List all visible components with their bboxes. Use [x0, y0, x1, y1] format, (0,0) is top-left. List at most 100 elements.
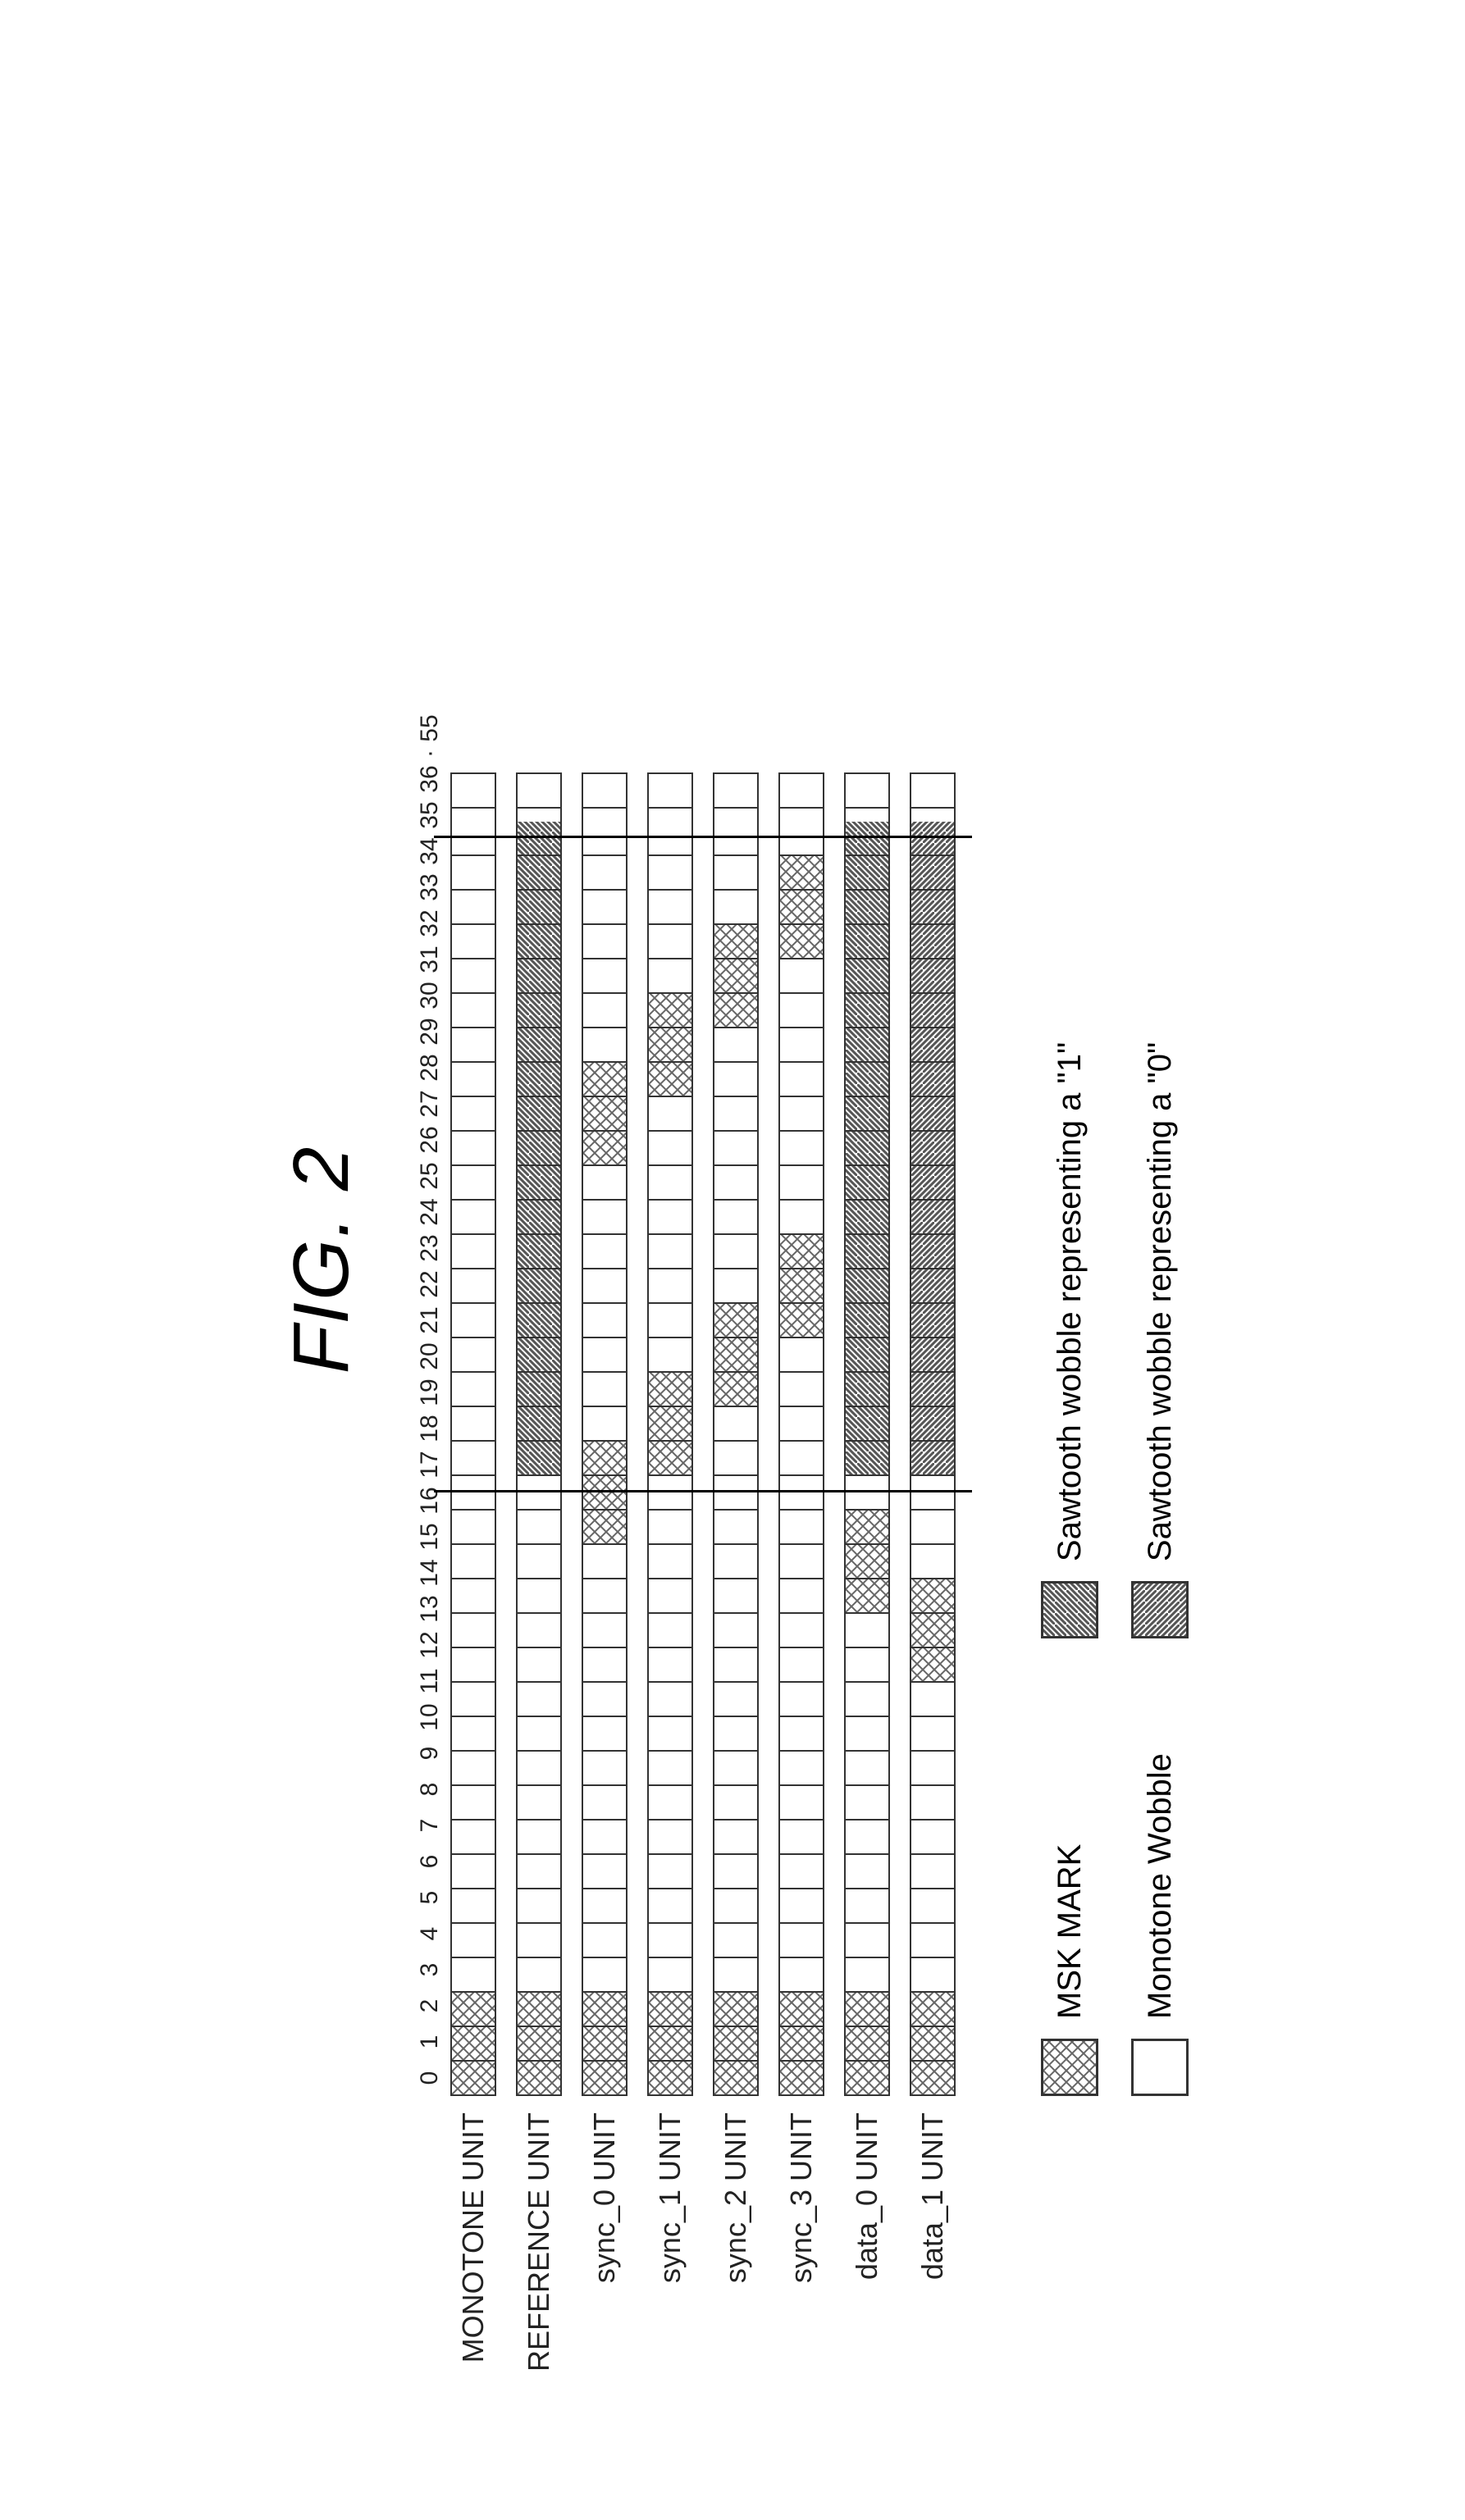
cell	[778, 1957, 824, 1993]
cell	[516, 1130, 562, 1166]
cell	[582, 807, 628, 822]
cell	[844, 1888, 890, 1924]
cell	[713, 889, 759, 925]
rows-container: MONOTONE UNITREFERENCE UNITsync_0 UNITsy…	[450, 144, 975, 2375]
cell	[450, 2026, 496, 2062]
cell	[516, 1750, 562, 1786]
cell	[910, 1164, 956, 1201]
cell	[713, 958, 759, 994]
cell	[844, 1957, 890, 1993]
cell	[450, 1784, 496, 1821]
column-header: 5	[416, 1880, 444, 1916]
cell	[713, 1716, 759, 1752]
row-cells	[713, 774, 759, 2096]
cell	[450, 1888, 496, 1924]
cell	[582, 1199, 628, 1235]
cell	[647, 1268, 693, 1304]
cell	[450, 1612, 496, 1648]
cell	[647, 1853, 693, 1889]
cell	[582, 1130, 628, 1166]
row-cells	[516, 774, 562, 2096]
cell	[910, 1991, 956, 2027]
row-label: data_1 UNIT	[915, 2096, 950, 2375]
cell	[450, 1681, 496, 1717]
row-label: sync_3 UNIT	[784, 2096, 819, 2375]
legend-swatch	[1131, 2039, 1189, 2096]
cell	[910, 1509, 956, 1545]
cell	[778, 1922, 824, 1958]
column-header: 13	[416, 1591, 444, 1627]
row-label: REFERENCE UNIT	[522, 2096, 556, 2375]
column-header: 18	[416, 1410, 444, 1447]
cell	[713, 1440, 759, 1476]
cell	[778, 1612, 824, 1648]
figure-content: FIG. 2 012345678910111213141516171819202…	[244, 112, 1221, 2408]
cell	[713, 2026, 759, 2062]
legend-label: MSK MARK	[1052, 1844, 1088, 2019]
cell	[450, 1440, 496, 1476]
cell	[582, 1474, 628, 1511]
cell	[516, 1027, 562, 1063]
cell	[910, 1027, 956, 1063]
cell	[910, 1578, 956, 1614]
column-header: 24	[416, 1194, 444, 1230]
cell	[713, 1750, 759, 1786]
cell	[582, 854, 628, 891]
row-cells	[910, 774, 956, 2096]
cell	[910, 1784, 956, 1821]
cell	[910, 1819, 956, 1855]
cell	[582, 958, 628, 994]
legend-item: Monotone Wobble	[1131, 1753, 1189, 2096]
divider-line	[434, 836, 972, 838]
cell	[582, 1302, 628, 1338]
cell	[844, 1681, 890, 1717]
cell	[778, 1991, 824, 2027]
cell	[450, 1474, 496, 1511]
cell	[844, 1164, 890, 1201]
cell	[516, 1681, 562, 1717]
unit-row: MONOTONE UNIT	[450, 144, 496, 2375]
cell	[844, 1612, 890, 1648]
cell	[778, 854, 824, 891]
legend-swatch	[1041, 2039, 1098, 2096]
cell	[450, 1647, 496, 1683]
cell	[450, 820, 496, 856]
cell	[582, 1819, 628, 1855]
cell	[450, 807, 496, 822]
cell	[910, 1612, 956, 1648]
cell	[582, 1716, 628, 1752]
cell	[647, 2060, 693, 2096]
cell	[713, 1543, 759, 1579]
unit-row: REFERENCE UNIT	[516, 144, 562, 2375]
cell	[582, 1233, 628, 1269]
cell	[647, 1337, 693, 1373]
cell	[844, 992, 890, 1028]
cell	[450, 992, 496, 1028]
figure-title: FIG. 2	[276, 144, 367, 2375]
column-header: 31	[416, 941, 444, 977]
cell	[582, 1027, 628, 1063]
divider-line	[434, 1490, 972, 1492]
cell	[713, 1474, 759, 1511]
cell	[516, 958, 562, 994]
cell	[910, 958, 956, 994]
cell	[516, 1784, 562, 1821]
unit-row: sync_1 UNIT	[647, 144, 693, 2375]
column-header: 8	[416, 1771, 444, 1807]
cell	[582, 1853, 628, 1889]
cell	[713, 1302, 759, 1338]
cell	[910, 1199, 956, 1235]
cell	[516, 1612, 562, 1648]
cell	[582, 1406, 628, 1442]
cell	[844, 807, 890, 822]
column-header: 30	[416, 977, 444, 1014]
row-cells	[450, 774, 496, 2096]
cell	[910, 1681, 956, 1717]
cell	[713, 1681, 759, 1717]
cell	[778, 1474, 824, 1511]
column-headers: 0123456789101112131415161718192021222324…	[416, 144, 444, 2096]
cell	[647, 1130, 693, 1166]
cell	[582, 1647, 628, 1683]
cell	[844, 1096, 890, 1132]
cell	[647, 1509, 693, 1545]
